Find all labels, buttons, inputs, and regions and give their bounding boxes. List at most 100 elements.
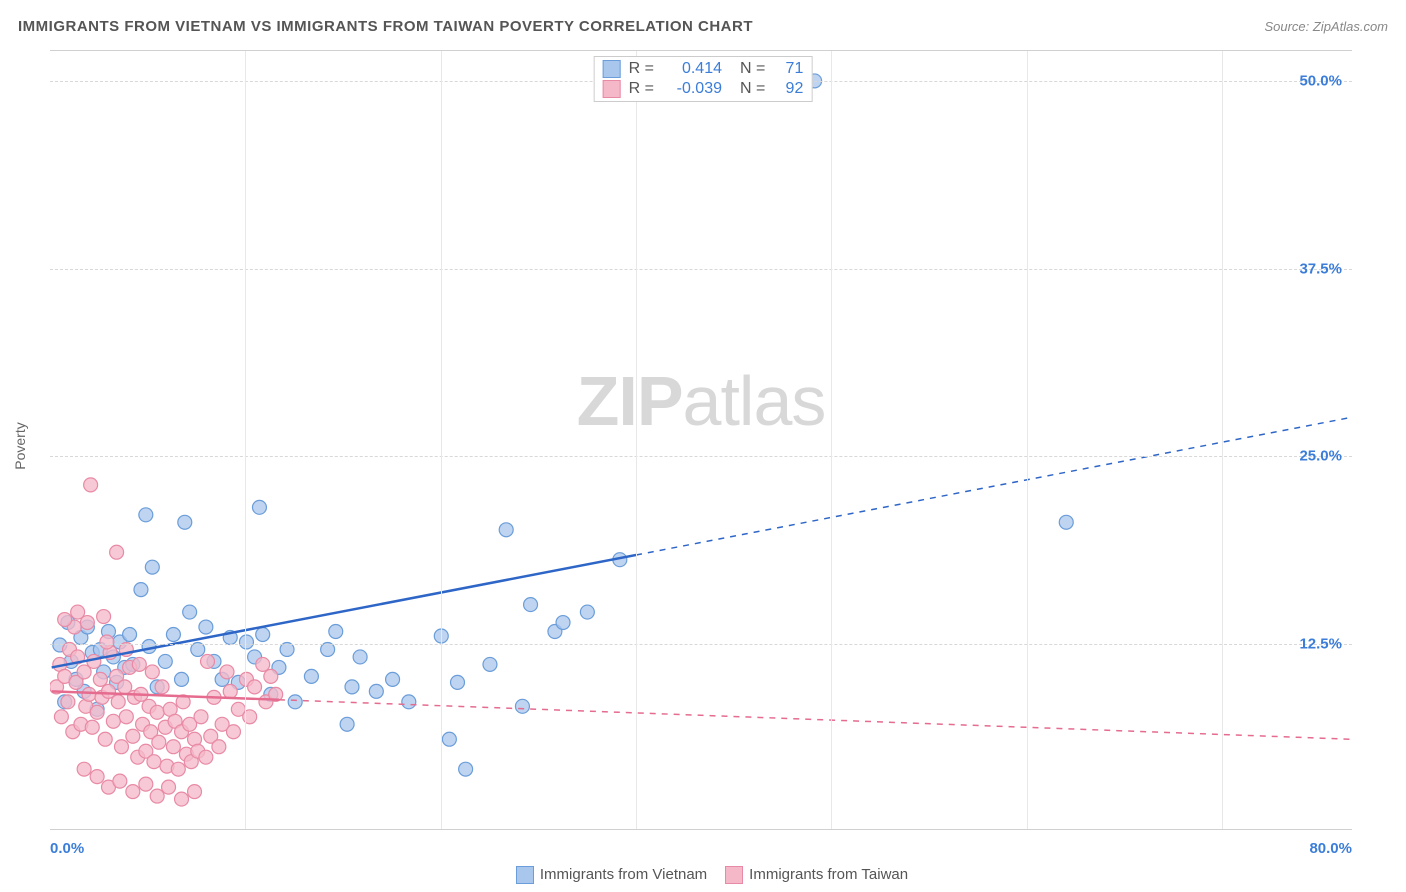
data-point-vietnam <box>166 628 180 642</box>
y-tick-label: 12.5% <box>1299 635 1342 652</box>
data-point-vietnam <box>256 628 270 642</box>
legend-r-value: -0.039 <box>662 80 722 98</box>
gridline-vertical <box>441 51 442 829</box>
data-point-taiwan <box>132 657 146 671</box>
data-point-taiwan <box>223 684 237 698</box>
data-point-taiwan <box>110 545 124 559</box>
data-point-vietnam <box>402 695 416 709</box>
data-point-vietnam <box>1059 515 1073 529</box>
legend-r-value: 0.414 <box>662 60 722 78</box>
data-point-vietnam <box>145 560 159 574</box>
data-point-taiwan <box>139 777 153 791</box>
legend-r-label: R = <box>629 60 654 78</box>
data-point-taiwan <box>82 687 96 701</box>
x-tick-label: 80.0% <box>1309 840 1352 857</box>
data-point-vietnam <box>451 675 465 689</box>
data-point-taiwan <box>264 669 278 683</box>
data-point-vietnam <box>524 598 538 612</box>
data-point-vietnam <box>580 605 594 619</box>
data-point-vietnam <box>178 515 192 529</box>
data-point-taiwan <box>98 732 112 746</box>
legend-n-value: 71 <box>773 60 803 78</box>
data-point-taiwan <box>212 740 226 754</box>
data-point-taiwan <box>114 740 128 754</box>
data-point-vietnam <box>459 762 473 776</box>
data-point-taiwan <box>166 740 180 754</box>
trendline-vietnam <box>52 555 636 667</box>
data-point-taiwan <box>226 725 240 739</box>
trendline-vietnam-dashed <box>636 418 1350 555</box>
y-tick-label: 25.0% <box>1299 448 1342 465</box>
data-point-taiwan <box>85 720 99 734</box>
legend-n-label: N = <box>740 60 765 78</box>
data-point-vietnam <box>499 523 513 537</box>
data-point-taiwan <box>248 680 262 694</box>
x-tick-label: 0.0% <box>50 840 84 857</box>
data-point-taiwan <box>199 750 213 764</box>
data-point-vietnam <box>134 583 148 597</box>
data-point-vietnam <box>158 654 172 668</box>
source-credit: Source: ZipAtlas.com <box>1264 19 1388 34</box>
data-point-taiwan <box>171 762 185 776</box>
legend-swatch-icon <box>516 866 534 884</box>
data-point-vietnam <box>321 642 335 656</box>
data-point-taiwan <box>61 695 75 709</box>
data-point-vietnam <box>191 642 205 656</box>
data-point-vietnam <box>183 605 197 619</box>
gridline-vertical <box>245 51 246 829</box>
chart-plot-area: ZIPatlas 12.5%25.0%37.5%50.0%0.0%80.0% <box>50 50 1352 830</box>
data-point-taiwan <box>147 755 161 769</box>
series-legend: Immigrants from Vietnam Immigrants from T… <box>0 866 1406 884</box>
data-point-taiwan <box>100 635 114 649</box>
data-point-taiwan <box>188 785 202 799</box>
data-point-taiwan <box>194 710 208 724</box>
data-point-taiwan <box>119 710 133 724</box>
data-point-vietnam <box>199 620 213 634</box>
legend-swatch-icon <box>603 80 621 98</box>
data-point-taiwan <box>162 780 176 794</box>
y-tick-label: 37.5% <box>1299 260 1342 277</box>
data-point-taiwan <box>90 705 104 719</box>
data-point-vietnam <box>483 657 497 671</box>
legend-r-label: R = <box>629 80 654 98</box>
gridline-vertical <box>1222 51 1223 829</box>
data-point-taiwan <box>126 729 140 743</box>
data-point-taiwan <box>71 605 85 619</box>
data-point-vietnam <box>329 625 343 639</box>
data-point-vietnam <box>304 669 318 683</box>
data-point-vietnam <box>442 732 456 746</box>
gridline-vertical <box>636 51 637 829</box>
data-point-taiwan <box>84 478 98 492</box>
data-point-vietnam <box>239 635 253 649</box>
legend-n-label: N = <box>740 80 765 98</box>
data-point-vietnam <box>340 717 354 731</box>
data-point-vietnam <box>386 672 400 686</box>
data-point-vietnam <box>123 628 137 642</box>
chart-title: IMMIGRANTS FROM VIETNAM VS IMMIGRANTS FR… <box>18 18 753 35</box>
data-point-vietnam <box>175 672 189 686</box>
data-point-taiwan <box>152 735 166 749</box>
data-point-taiwan <box>97 610 111 624</box>
data-point-taiwan <box>93 672 107 686</box>
data-point-vietnam <box>345 680 359 694</box>
legend-series-label: Immigrants from Taiwan <box>749 866 908 883</box>
data-point-vietnam <box>369 684 383 698</box>
y-tick-label: 50.0% <box>1299 73 1342 90</box>
data-point-taiwan <box>111 695 125 709</box>
data-point-taiwan <box>220 665 234 679</box>
legend-swatch-icon <box>603 60 621 78</box>
data-point-vietnam <box>139 508 153 522</box>
legend-swatch-icon <box>725 866 743 884</box>
legend-series-label: Immigrants from Vietnam <box>540 866 707 883</box>
correlation-legend: R =0.414N =71R =-0.039N =92 <box>594 56 813 102</box>
data-point-taiwan <box>113 774 127 788</box>
data-point-vietnam <box>556 616 570 630</box>
corr-legend-row: R = 0.414 N = 71 <box>603 59 804 79</box>
gridline-vertical <box>1027 51 1028 829</box>
gridline-vertical <box>831 51 832 829</box>
data-point-taiwan <box>90 770 104 784</box>
data-point-taiwan <box>145 665 159 679</box>
data-point-taiwan <box>126 785 140 799</box>
data-point-taiwan <box>201 654 215 668</box>
data-point-taiwan <box>58 613 72 627</box>
